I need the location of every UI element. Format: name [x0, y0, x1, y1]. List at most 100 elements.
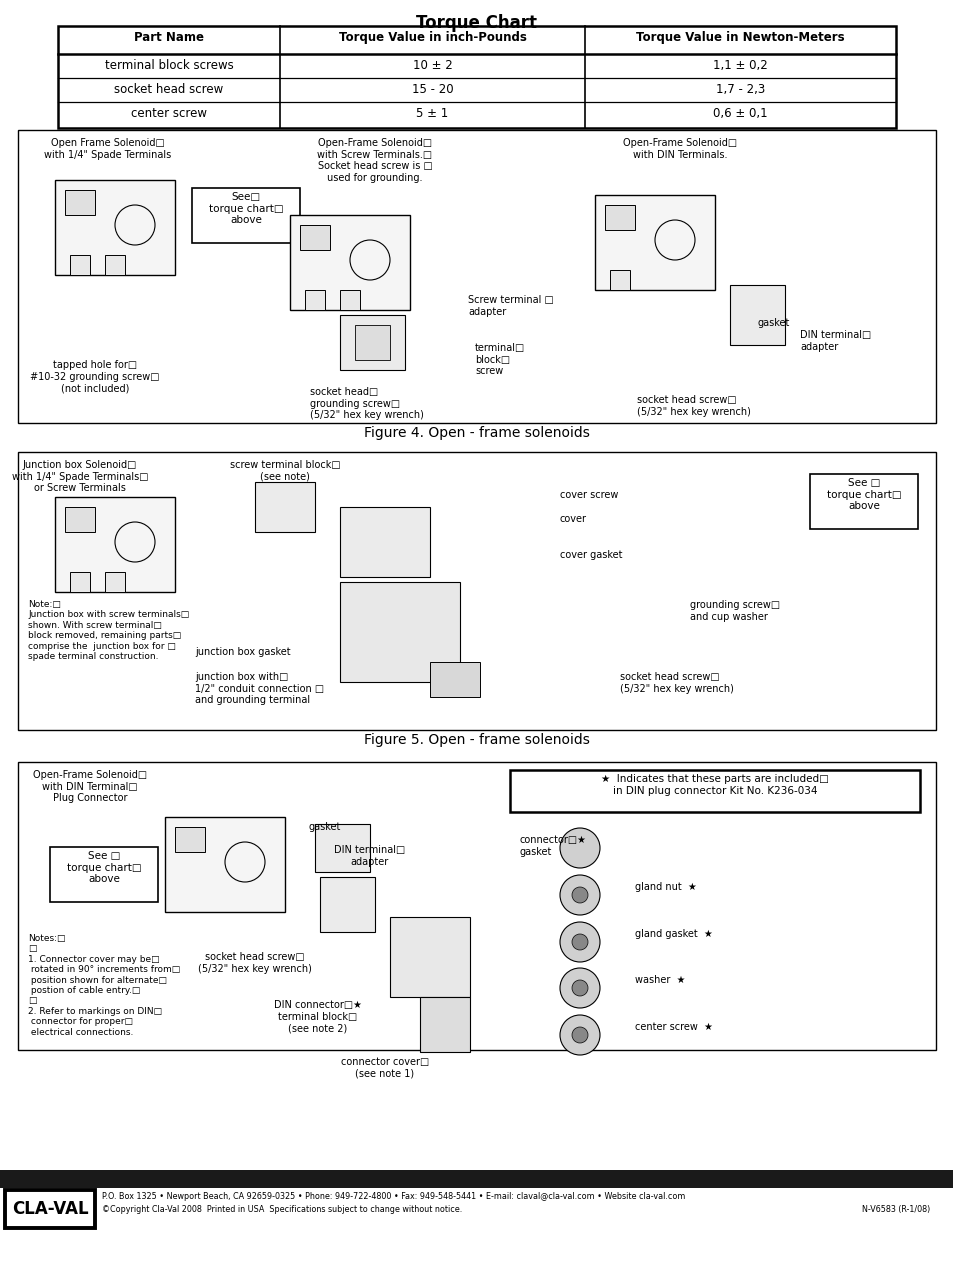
Text: See□
torque chart□
above: See□ torque chart□ above [209, 192, 283, 225]
Bar [604, 204, 635, 230]
Circle shape [559, 923, 599, 962]
Text: P.O. Box 1325 • Newport Beach, CA 92659-0325 • Phone: 949-722-4800 • Fax: 949-54: P.O. Box 1325 • Newport Beach, CA 92659-… [102, 1193, 684, 1201]
Bar [5, 1190, 95, 1228]
Text: Notes:□
□
1. Connector cover may be□
 rotated in 90° increments from□
 position : Notes:□ □ 1. Connector cover may be□ rot… [28, 934, 180, 1036]
Text: terminal block screws: terminal block screws [105, 59, 233, 72]
Bar [0, 1170, 953, 1188]
Text: 10 ± 2: 10 ± 2 [413, 59, 452, 72]
Text: Junction box Solenoid□
with 1/4" Spade Terminals□
or Screw Terminals: Junction box Solenoid□ with 1/4" Spade T… [11, 461, 148, 493]
Bar [70, 255, 90, 275]
Bar [390, 917, 470, 997]
Circle shape [559, 1015, 599, 1055]
Bar [58, 27, 895, 127]
Bar [305, 290, 325, 310]
Text: center screw  ★: center screw ★ [635, 1022, 712, 1032]
Text: terminal□
block□
screw: terminal□ block□ screw [475, 343, 525, 376]
Text: gland gasket  ★: gland gasket ★ [635, 929, 712, 939]
Circle shape [559, 968, 599, 1008]
Bar [55, 180, 174, 275]
Text: 1,7 - 2,3: 1,7 - 2,3 [715, 83, 764, 96]
Text: Screw terminal □
adapter: Screw terminal □ adapter [468, 295, 553, 317]
Text: 15 - 20: 15 - 20 [412, 83, 453, 96]
Bar [65, 191, 95, 215]
Text: cover screw: cover screw [559, 490, 618, 500]
Text: washer  ★: washer ★ [635, 976, 684, 986]
Circle shape [572, 934, 587, 950]
Bar [254, 482, 314, 533]
Bar [595, 196, 714, 290]
Text: Open-Frame Solenoid□
with Screw Terminals.□
Socket head screw is □
used for grou: Open-Frame Solenoid□ with Screw Terminal… [317, 138, 432, 183]
Bar [510, 770, 919, 811]
Circle shape [559, 875, 599, 915]
Text: grounding screw□
and cup washer: grounding screw□ and cup washer [689, 599, 780, 622]
Bar [174, 827, 205, 852]
Bar [319, 877, 375, 933]
Text: gasket: gasket [309, 822, 341, 832]
Text: socket head screw: socket head screw [114, 83, 223, 96]
Text: Open-Frame Solenoid□
with DIN Terminals.: Open-Frame Solenoid□ with DIN Terminals. [622, 138, 737, 159]
Text: Torque Chart: Torque Chart [416, 14, 537, 32]
Circle shape [572, 981, 587, 996]
Bar [165, 817, 285, 912]
Text: socket head screw□
(5/32" hex key wrench): socket head screw□ (5/32" hex key wrench… [637, 395, 750, 416]
Circle shape [559, 828, 599, 868]
Bar [809, 475, 917, 529]
Bar [50, 847, 158, 902]
Bar [339, 507, 430, 577]
Text: CLA-VAL: CLA-VAL [11, 1200, 89, 1218]
Bar [65, 507, 95, 533]
Bar [419, 997, 470, 1053]
Bar [192, 188, 299, 244]
Circle shape [572, 887, 587, 904]
Text: 1,1 ± 0,2: 1,1 ± 0,2 [713, 59, 767, 72]
Text: Open Frame Solenoid□
with 1/4" Spade Terminals: Open Frame Solenoid□ with 1/4" Spade Ter… [45, 138, 172, 159]
Text: DIN connector□★
terminal block□
(see note 2): DIN connector□★ terminal block□ (see not… [274, 1000, 361, 1034]
Text: Note:□
Junction box with screw terminals□
shown. With screw terminal□
block remo: Note:□ Junction box with screw terminals… [28, 599, 189, 661]
Text: See □
torque chart□
above: See □ torque chart□ above [67, 851, 141, 885]
Text: Figure 5. Open - frame solenoids: Figure 5. Open - frame solenoids [364, 733, 589, 747]
Bar [339, 316, 405, 370]
Circle shape [572, 1027, 587, 1042]
Text: 0,6 ± 0,1: 0,6 ± 0,1 [713, 107, 767, 120]
Bar [355, 326, 390, 360]
Text: socket head screw□
(5/32" hex key wrench): socket head screw□ (5/32" hex key wrench… [619, 671, 733, 694]
Text: tapped hole for□
#10-32 grounding screw□
(not included): tapped hole for□ #10-32 grounding screw□… [30, 360, 159, 394]
Bar [0, 1188, 953, 1217]
Bar [18, 130, 935, 423]
Text: Open-Frame Solenoid□
with DIN Terminal□
Plug Connector: Open-Frame Solenoid□ with DIN Terminal□ … [33, 770, 147, 803]
Bar [18, 452, 935, 729]
Text: DIN terminal□
adapter: DIN terminal□ adapter [800, 329, 870, 352]
Text: gasket: gasket [758, 318, 789, 328]
Text: socket head screw□
(5/32" hex key wrench): socket head screw□ (5/32" hex key wrench… [198, 952, 312, 973]
Bar [105, 255, 125, 275]
Text: cover: cover [559, 514, 586, 524]
Text: cover gasket: cover gasket [559, 550, 622, 560]
Text: socket head□
grounding screw□
(5/32" hex key wrench): socket head□ grounding screw□ (5/32" hex… [310, 387, 423, 420]
Text: Torque Value in Newton-Meters: Torque Value in Newton-Meters [636, 32, 844, 44]
Text: junction box with□
1/2" conduit connection □
and grounding terminal: junction box with□ 1/2" conduit connecti… [194, 671, 324, 705]
Bar [339, 582, 459, 681]
Text: center screw: center screw [131, 107, 207, 120]
Bar [314, 824, 370, 872]
Bar [609, 270, 629, 290]
Text: Figure 4. Open - frame solenoids: Figure 4. Open - frame solenoids [364, 427, 589, 440]
Text: gland nut  ★: gland nut ★ [635, 882, 696, 892]
Text: connector□★
gasket: connector□★ gasket [519, 835, 586, 857]
Bar [339, 290, 359, 310]
Bar [290, 215, 410, 310]
Text: screw terminal block□
(see note): screw terminal block□ (see note) [230, 461, 340, 482]
Text: connector cover□
(see note 1): connector cover□ (see note 1) [340, 1058, 429, 1079]
Text: ★  Indicates that these parts are included□
in DIN plug connector Kit No. K236-0: ★ Indicates that these parts are include… [600, 774, 828, 795]
Bar [105, 572, 125, 592]
Bar [18, 762, 935, 1050]
Text: Part Name: Part Name [133, 32, 204, 44]
Bar [729, 285, 784, 345]
Bar [430, 663, 479, 697]
Bar [70, 572, 90, 592]
Text: See □
torque chart□
above: See □ torque chart□ above [826, 478, 901, 511]
Text: DIN terminal□
adapter: DIN terminal□ adapter [334, 846, 405, 867]
Text: Torque Value in inch-Pounds: Torque Value in inch-Pounds [338, 32, 526, 44]
Bar [299, 225, 330, 250]
Bar [55, 497, 174, 592]
Text: N-V6583 (R-1/08): N-V6583 (R-1/08) [861, 1205, 929, 1214]
